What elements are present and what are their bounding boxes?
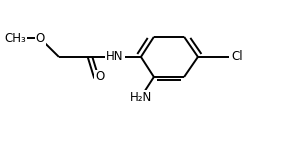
Text: HN: HN: [106, 50, 124, 63]
Text: O: O: [36, 32, 45, 45]
Text: H₂N: H₂N: [130, 90, 152, 103]
Text: Cl: Cl: [231, 50, 243, 63]
Text: CH₃: CH₃: [4, 32, 26, 45]
Text: O: O: [95, 70, 105, 84]
